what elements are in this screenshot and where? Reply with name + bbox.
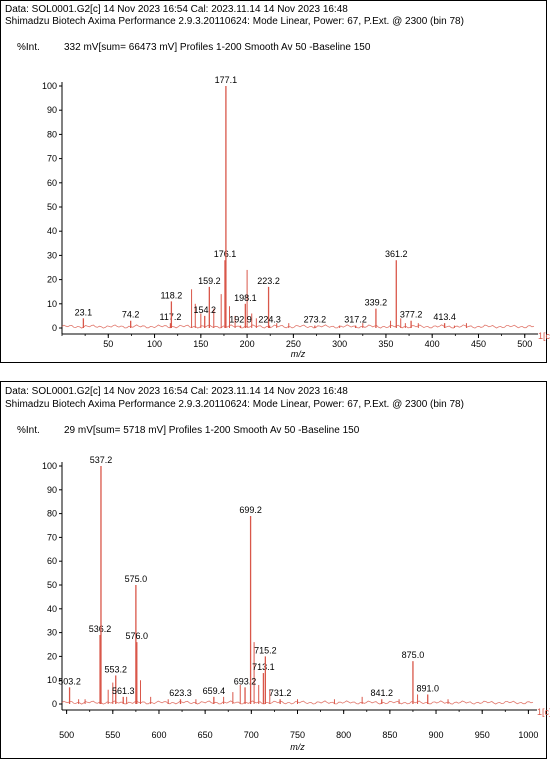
peak-label: 361.2 — [385, 249, 408, 259]
y-tick-label: 70 — [47, 154, 57, 164]
peak-label: 192.9 — [229, 315, 252, 325]
y-tick-label: 10 — [47, 299, 57, 309]
peak-label: 536.2 — [89, 624, 112, 634]
x-tick-label: 450 — [471, 339, 486, 349]
y-tick-label: 30 — [47, 628, 57, 638]
peak-label: 273.2 — [304, 315, 327, 325]
y-tick-label: 0 — [52, 323, 57, 333]
peak-label: 561.3 — [112, 686, 135, 696]
peak-label: 224.3 — [258, 315, 281, 325]
y-axis-label: %Int. — [17, 42, 40, 53]
y-tick-label: 70 — [47, 532, 57, 542]
peak-label: 23.1 — [75, 307, 93, 317]
x-tick-label: 200 — [240, 339, 255, 349]
y-tick-label: 90 — [47, 485, 57, 495]
x-tick-label: 350 — [378, 339, 393, 349]
x-tick-label: 250 — [286, 339, 301, 349]
x-tick-label: 750 — [290, 730, 305, 740]
x-tick-label: 100 — [147, 339, 162, 349]
x-tick-label: 900 — [429, 730, 444, 740]
y-tick-label: 0 — [52, 699, 57, 709]
x-tick-label: 800 — [336, 730, 351, 740]
y-tick-label: 90 — [47, 105, 57, 115]
y-tick-label: 10 — [47, 675, 57, 685]
y-tick-label: 50 — [47, 580, 57, 590]
y-tick-label: 60 — [47, 556, 57, 566]
peak-label: 154.2 — [193, 305, 216, 315]
x-tick-label: 850 — [382, 730, 397, 740]
x-tick-label: 50 — [103, 339, 113, 349]
peak-label: 176.1 — [214, 249, 237, 259]
y-tick-label: 50 — [47, 202, 57, 212]
trace-edge-label: 1[c] — [538, 331, 550, 341]
y-tick-label: 60 — [47, 178, 57, 188]
peak-label: 731.2 — [269, 688, 292, 698]
peak-label: 74.2 — [122, 310, 140, 320]
peak-label: 159.2 — [198, 276, 221, 286]
peak-label: 891.0 — [416, 683, 439, 693]
peak-label: 413.4 — [433, 312, 456, 322]
y-axis-label: %Int. — [17, 425, 40, 436]
x-tick-label: 950 — [475, 730, 490, 740]
x-axis-label: m/z — [290, 742, 305, 752]
spectrum-panel-2: Data: SOL0001.G2[c] 14 Nov 2023 16:54 Ca… — [0, 381, 550, 759]
peak-label: 841.2 — [370, 688, 393, 698]
x-tick-label: 300 — [332, 339, 347, 349]
peak-label: 575.0 — [125, 574, 148, 584]
peak-label: 576.0 — [126, 631, 149, 641]
baseline-trace — [61, 324, 535, 329]
y-tick-label: 40 — [47, 226, 57, 236]
header-line-2: Shimadzu Biotech Axima Performance 2.9.3… — [5, 16, 464, 27]
spectrum-panel-1: Data: SOL0001.G2[c] 14 Nov 2023 16:54 Ca… — [0, 0, 550, 363]
x-tick-label: 700 — [244, 730, 259, 740]
x-tick-label: 600 — [151, 730, 166, 740]
acquisition-info: 29 mV[sum= 5718 mV] Profiles 1-200 Smoot… — [64, 425, 360, 436]
y-tick-label: 20 — [47, 651, 57, 661]
mass-spectrum-chart-2: 0 10 20 30 40 50 60 70 80 90 100 500 550 600 650 700 750… — [42, 455, 550, 752]
peak-label: 537.2 — [90, 455, 113, 465]
header-line-2: Shimadzu Biotech Axima Performance 2.9.3… — [5, 399, 464, 410]
y-tick-label: 20 — [47, 275, 57, 285]
x-axis-label: m/z — [291, 349, 306, 359]
peak-label: 875.0 — [402, 650, 425, 660]
peak-label: 693.2 — [234, 676, 257, 686]
peak-label: 623.3 — [169, 688, 192, 698]
peak-label: 715.2 — [254, 645, 277, 655]
header-line-1: Data: SOL0001.G2[c] 14 Nov 2023 16:54 Ca… — [5, 386, 348, 397]
peak-label: 377.2 — [400, 310, 423, 320]
peak-label: 317.2 — [344, 315, 367, 325]
peak-label: 553.2 — [104, 664, 127, 674]
peak-label: 503.2 — [58, 676, 81, 686]
mass-spectrum-chart-1: 0 10 20 30 40 50 60 70 80 90 100 50 100 150 200 250 300 3… — [42, 75, 550, 359]
y-tick-label: 80 — [47, 129, 57, 139]
x-tick-label: 650 — [198, 730, 213, 740]
peak-label: 117.2 — [160, 312, 182, 322]
peak-label: 118.2 — [160, 290, 182, 300]
x-tick-label: 500 — [517, 339, 532, 349]
header-line-1: Data: SOL0001.G2[c] 14 Nov 2023 16:54 Ca… — [5, 4, 348, 15]
x-tick-label: 150 — [193, 339, 208, 349]
y-tick-label: 30 — [47, 250, 57, 260]
peak-label: 223.2 — [257, 276, 280, 286]
x-tick-label: 500 — [59, 730, 74, 740]
trace-edge-label: 1[c] — [537, 707, 550, 717]
peak-label: 659.4 — [203, 686, 226, 696]
peak-label: 177.1 — [215, 75, 238, 85]
acquisition-info: 332 mV[sum= 66473 mV] Profiles 1-200 Smo… — [64, 42, 371, 53]
peak-label: 198.1 — [234, 293, 257, 303]
x-tick-label: 400 — [425, 339, 440, 349]
y-tick-label: 40 — [47, 604, 57, 614]
y-tick-label: 100 — [42, 461, 57, 471]
peak-label: 339.2 — [365, 298, 388, 308]
peak-label: 699.2 — [239, 505, 262, 515]
x-tick-label: 1000 — [518, 730, 538, 740]
peak-label: 713.1 — [252, 662, 275, 672]
y-tick-label: 100 — [42, 81, 57, 91]
x-tick-label: 550 — [105, 730, 120, 740]
y-tick-label: 80 — [47, 509, 57, 519]
